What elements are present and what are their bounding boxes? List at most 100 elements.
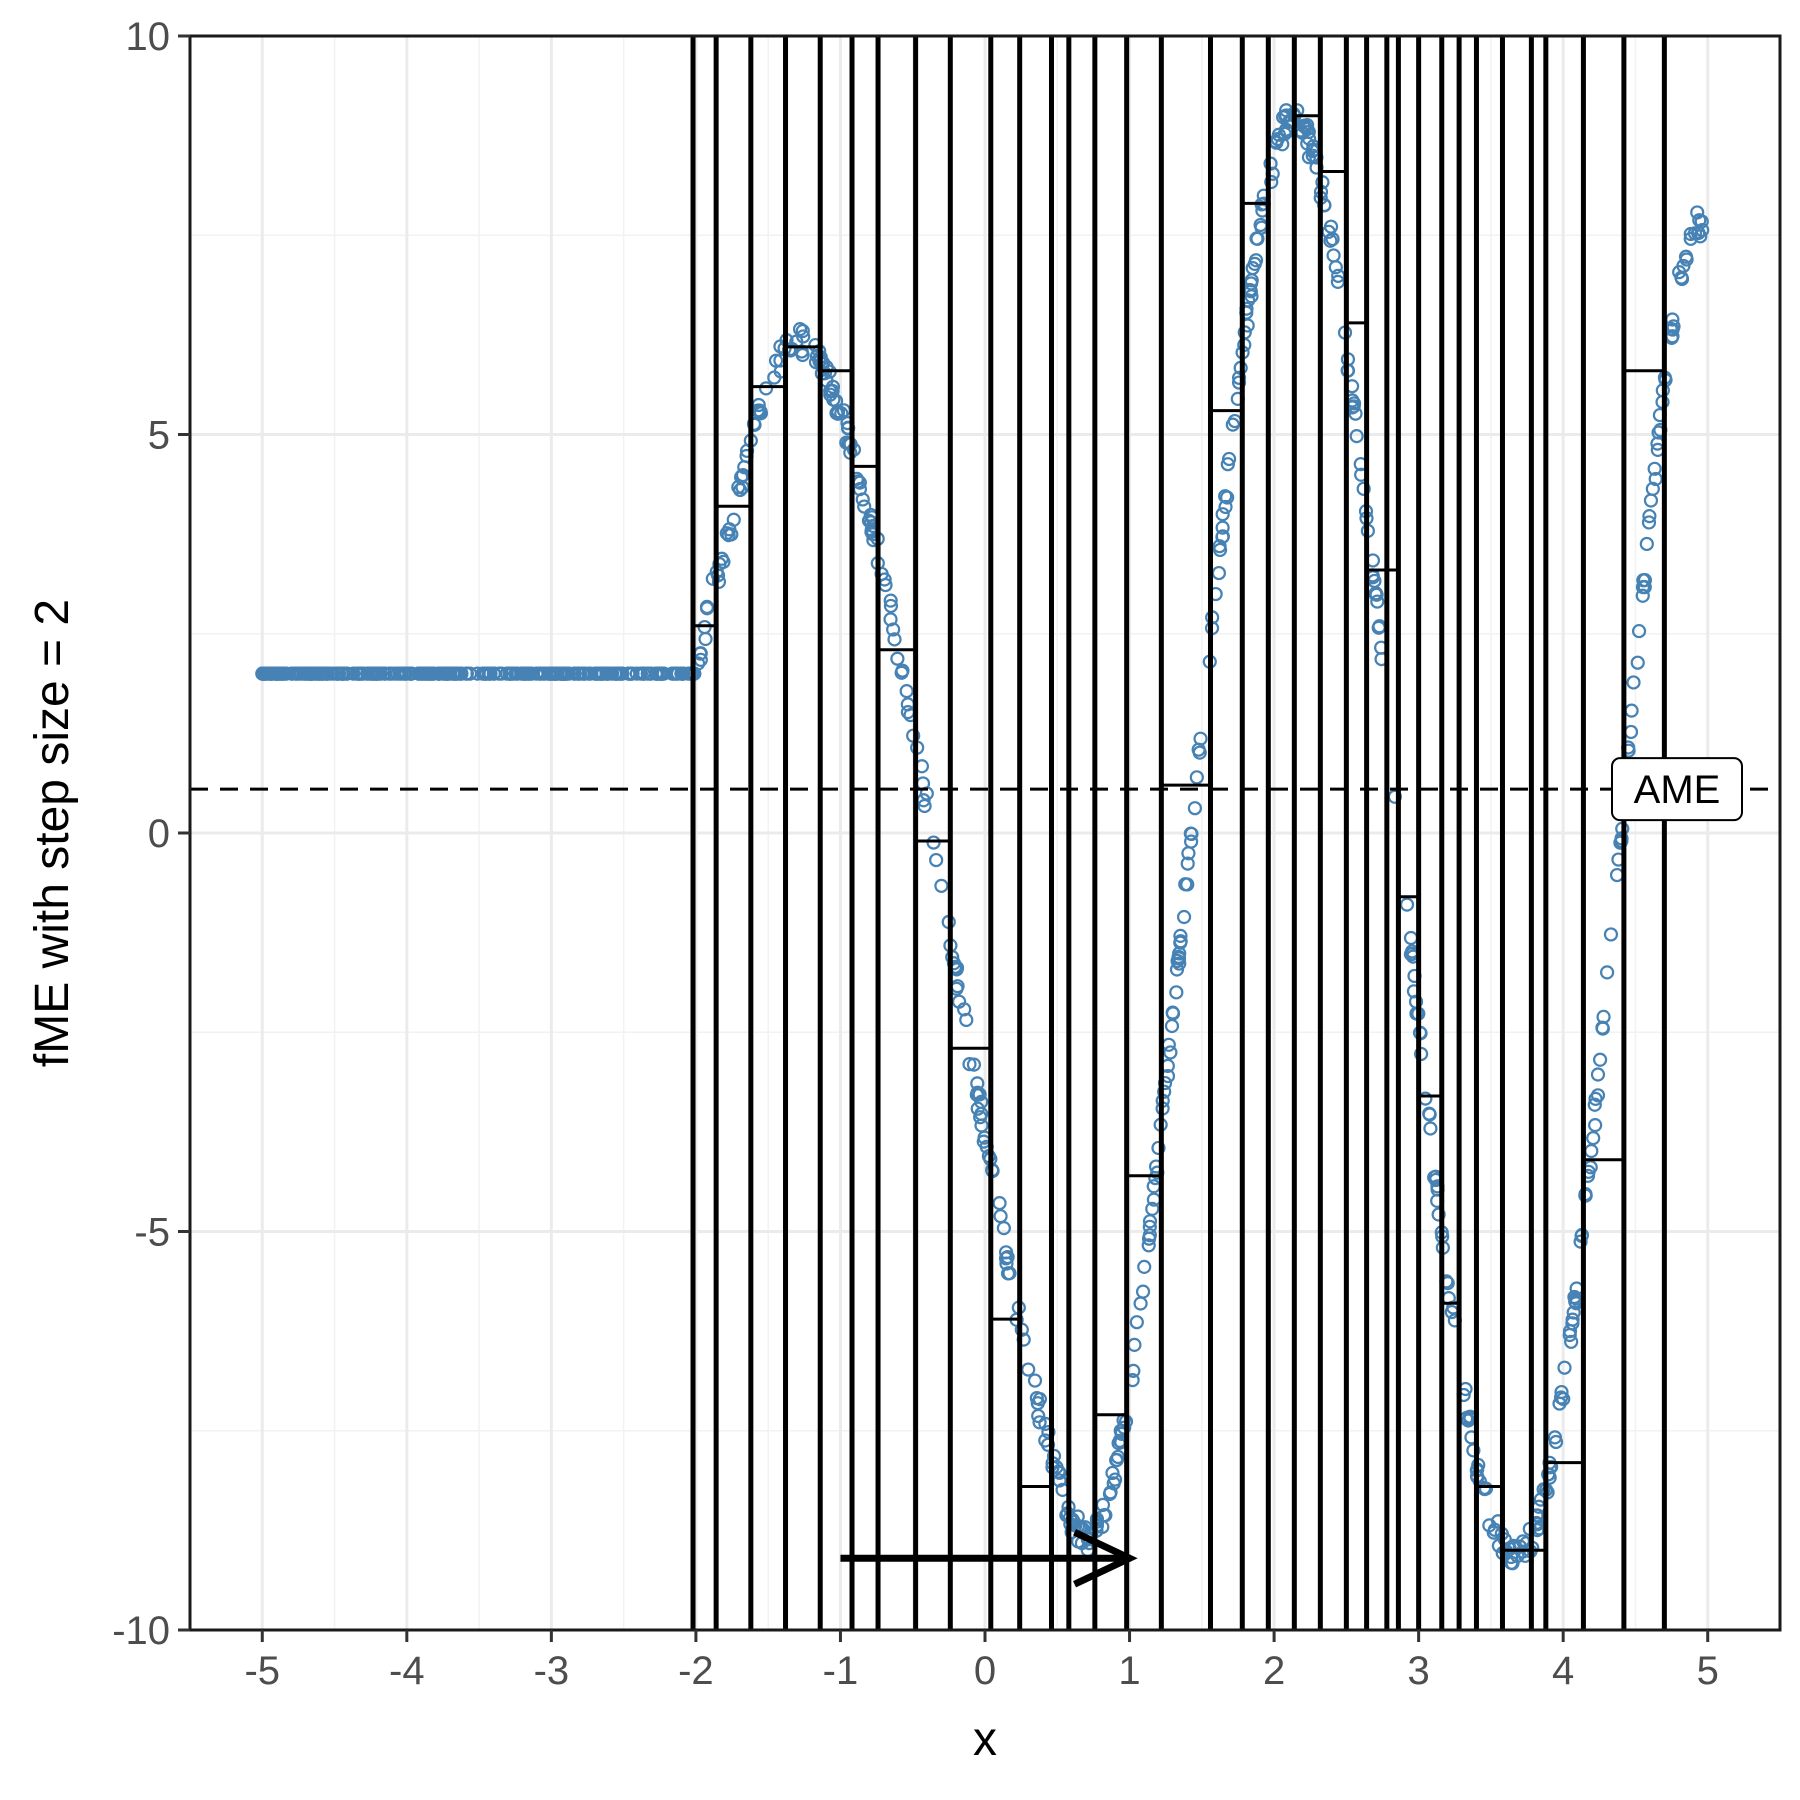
x-tick-label: 1 xyxy=(1118,1649,1140,1693)
data-point xyxy=(1567,1289,1582,1305)
data-point xyxy=(1626,675,1641,690)
x-tick-label: -5 xyxy=(244,1649,280,1693)
data-point xyxy=(675,666,690,681)
x-tick-label: 0 xyxy=(974,1649,996,1693)
data-point xyxy=(1596,1009,1611,1024)
data-point xyxy=(1562,1324,1578,1339)
x-tick-label: -1 xyxy=(823,1649,859,1693)
data-point xyxy=(1027,1373,1043,1388)
data-point xyxy=(453,666,468,681)
data-point xyxy=(1642,509,1657,524)
data-point xyxy=(934,878,949,893)
ame-label: AME xyxy=(1611,757,1743,822)
x-tick-label: -4 xyxy=(389,1649,425,1693)
data-point xyxy=(1102,1486,1118,1501)
data-point xyxy=(1021,1362,1036,1377)
data-point xyxy=(753,404,768,419)
data-point xyxy=(550,666,565,681)
data-point xyxy=(1548,1434,1564,1450)
x-tick-label: 4 xyxy=(1552,1649,1574,1693)
data-point xyxy=(855,492,870,507)
data-point xyxy=(269,666,284,681)
data-point xyxy=(1244,276,1259,291)
data-point xyxy=(699,601,715,616)
data-point xyxy=(1181,846,1196,861)
data-point xyxy=(636,666,651,681)
data-point xyxy=(957,1002,972,1017)
data-point xyxy=(1356,481,1371,496)
data-point xyxy=(1165,1005,1180,1020)
y-tick-label: 10 xyxy=(126,15,171,59)
data-point xyxy=(1647,461,1662,476)
data-point xyxy=(404,666,419,681)
data-point xyxy=(1169,985,1184,1000)
data-point xyxy=(899,684,914,699)
data-point xyxy=(1178,877,1193,892)
data-point xyxy=(734,468,749,484)
data-point xyxy=(448,666,463,681)
data-point xyxy=(1630,655,1645,670)
data-point xyxy=(1032,1392,1048,1407)
x-axis: -5 -4 -3 -2 -1 0 1 2 3 4 5 xyxy=(244,1630,1719,1693)
data-point xyxy=(397,666,412,681)
data-point xyxy=(1245,260,1260,276)
data-point xyxy=(518,666,533,681)
data-point xyxy=(502,666,517,681)
data-point xyxy=(1590,1067,1606,1082)
data-point xyxy=(413,666,428,681)
data-point xyxy=(834,406,849,421)
data-point xyxy=(1683,226,1698,242)
data-point xyxy=(970,1076,985,1091)
data-point xyxy=(1482,1518,1497,1533)
data-point xyxy=(1691,225,1706,241)
data-point xyxy=(1171,949,1186,964)
data-point xyxy=(711,574,727,589)
data-point xyxy=(1097,1508,1112,1523)
data-point xyxy=(1220,490,1235,505)
data-point xyxy=(422,666,437,681)
ame-label-text: AME xyxy=(1634,768,1721,812)
data-point xyxy=(1129,1315,1144,1330)
data-point xyxy=(1231,370,1247,385)
data-point xyxy=(1648,471,1663,487)
interval-lines xyxy=(690,36,1667,1630)
data-point xyxy=(887,632,902,647)
data-point xyxy=(1059,1508,1074,1523)
data-point xyxy=(883,598,899,614)
data-point xyxy=(1588,1118,1603,1133)
data-point xyxy=(1600,965,1615,980)
x-tick-label: -2 xyxy=(678,1649,714,1693)
data-point xyxy=(1135,1284,1151,1299)
data-point xyxy=(929,852,944,868)
data-point xyxy=(998,1245,1014,1260)
data-point xyxy=(1643,493,1659,508)
data-point xyxy=(510,666,525,681)
data-point xyxy=(610,666,625,681)
data-point xyxy=(1041,1424,1056,1440)
data-point xyxy=(263,666,278,681)
data-point xyxy=(1674,270,1689,285)
data-point xyxy=(1215,529,1230,544)
data-point xyxy=(1587,1097,1602,1112)
data-point xyxy=(1189,770,1204,785)
data-point xyxy=(1176,909,1192,925)
data-point xyxy=(417,666,433,681)
data-point xyxy=(303,666,318,681)
x-tick-label: 5 xyxy=(1697,1649,1719,1693)
y-axis: -10 -5 0 5 10 xyxy=(112,15,190,1653)
data-point xyxy=(567,666,582,681)
data-point xyxy=(1369,587,1384,602)
data-point xyxy=(998,1251,1014,1266)
data-point xyxy=(1301,131,1317,146)
data-point xyxy=(1592,1052,1608,1067)
data-point xyxy=(370,666,385,681)
data-point xyxy=(1466,1443,1481,1458)
data-point xyxy=(1566,1305,1581,1320)
data-point xyxy=(277,666,293,681)
arrow-head xyxy=(1073,1529,1138,1588)
data-point xyxy=(1323,233,1338,248)
data-point xyxy=(462,666,478,681)
data-point xyxy=(1193,731,1208,746)
data-point xyxy=(1002,1266,1017,1281)
data-point xyxy=(1183,826,1198,841)
